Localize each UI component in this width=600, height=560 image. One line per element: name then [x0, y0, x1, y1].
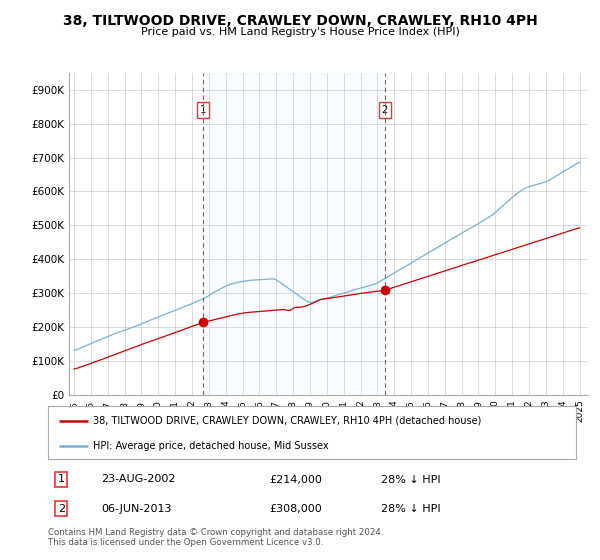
Text: 1: 1 [58, 474, 65, 484]
Text: 38, TILTWOOD DRIVE, CRAWLEY DOWN, CRAWLEY, RH10 4PH: 38, TILTWOOD DRIVE, CRAWLEY DOWN, CRAWLE… [62, 14, 538, 28]
Text: 1: 1 [200, 105, 206, 115]
Text: £214,000: £214,000 [270, 474, 323, 484]
Text: 28% ↓ HPI: 28% ↓ HPI [380, 504, 440, 514]
Text: Contains HM Land Registry data © Crown copyright and database right 2024.
This d: Contains HM Land Registry data © Crown c… [48, 528, 383, 547]
Text: HPI: Average price, detached house, Mid Sussex: HPI: Average price, detached house, Mid … [93, 441, 329, 451]
Text: 2: 2 [382, 105, 388, 115]
Text: Price paid vs. HM Land Registry's House Price Index (HPI): Price paid vs. HM Land Registry's House … [140, 27, 460, 37]
Bar [203, 73, 385, 395]
Text: 28% ↓ HPI: 28% ↓ HPI [380, 474, 440, 484]
Text: 06-JUN-2013: 06-JUN-2013 [101, 504, 172, 514]
Text: 23-AUG-2002: 23-AUG-2002 [101, 474, 175, 484]
Text: 2: 2 [58, 504, 65, 514]
Text: 38, TILTWOOD DRIVE, CRAWLEY DOWN, CRAWLEY, RH10 4PH (detached house): 38, TILTWOOD DRIVE, CRAWLEY DOWN, CRAWLE… [93, 416, 481, 426]
Text: £308,000: £308,000 [270, 504, 323, 514]
